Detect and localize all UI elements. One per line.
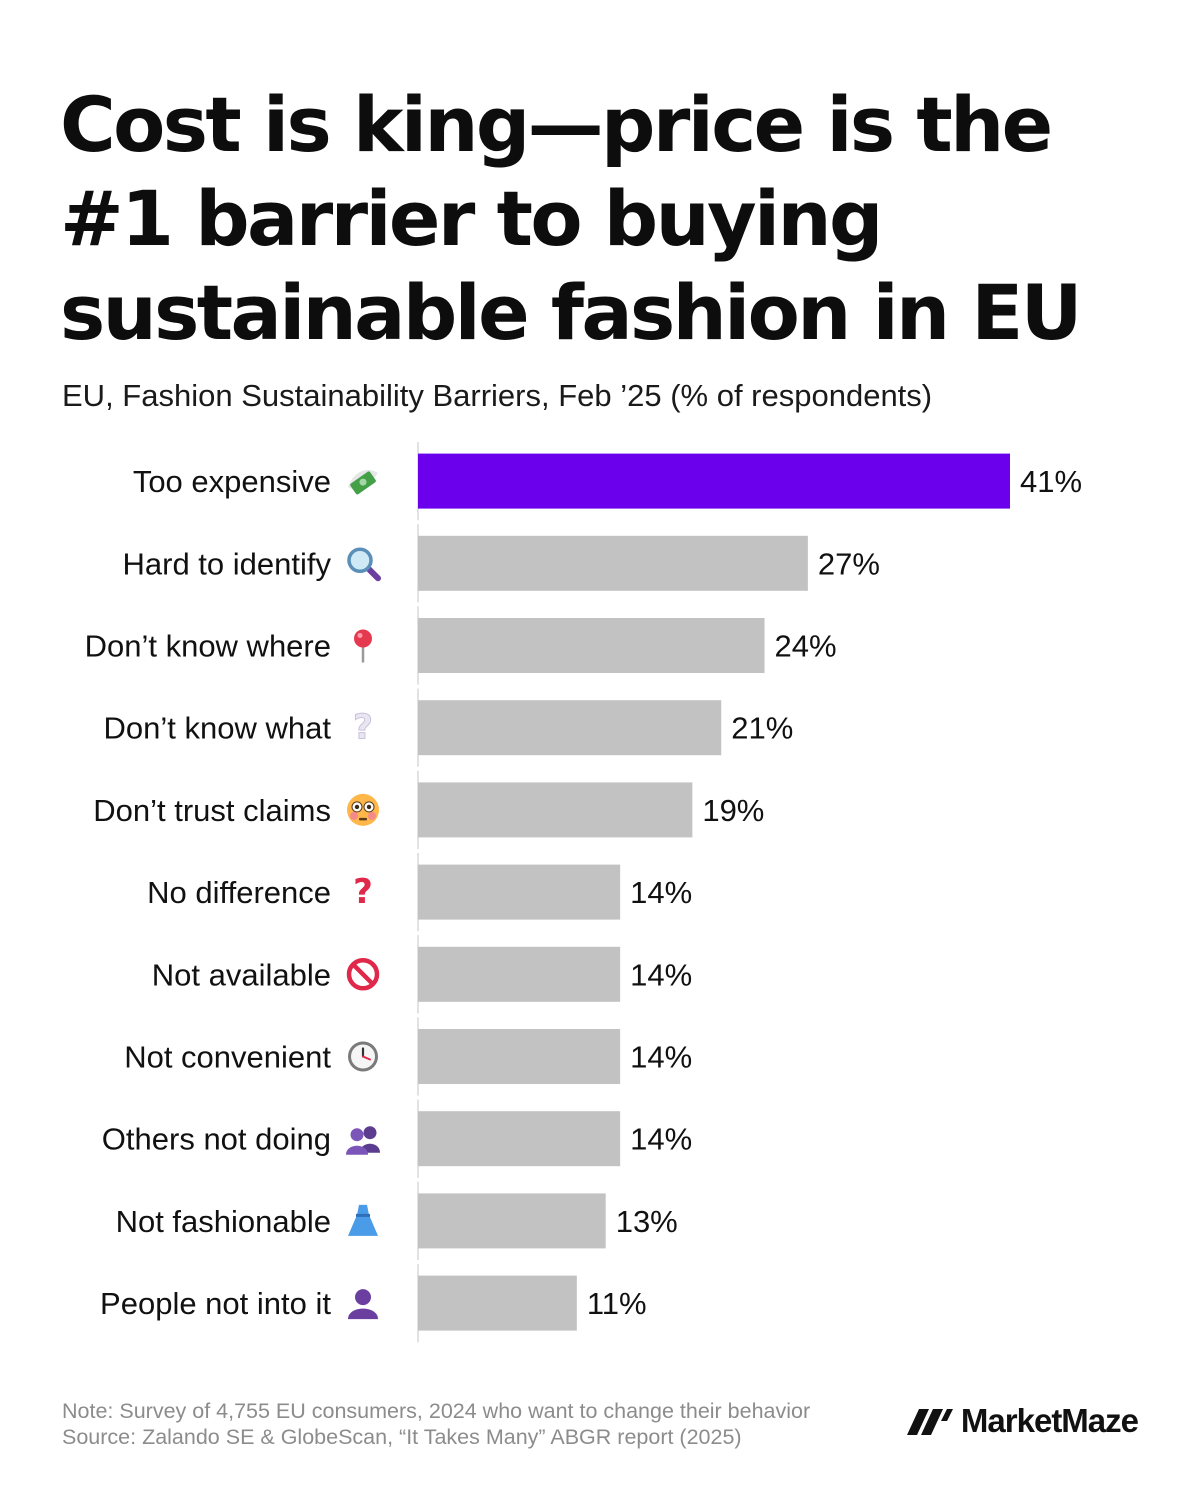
bar-3 — [418, 618, 765, 673]
brand-name: MarketMaze — [960, 1402, 1139, 1439]
category-label: Not convenient — [124, 1040, 331, 1075]
bar-5 — [418, 782, 693, 838]
value-label: 14% — [630, 1040, 692, 1075]
category-label: Not available — [152, 957, 331, 992]
value-label: 11% — [587, 1286, 647, 1321]
value-label: 19% — [702, 793, 764, 828]
brand: MarketMaze — [906, 1402, 1139, 1440]
value-label: 14% — [630, 1122, 692, 1157]
dress-icon — [348, 1204, 378, 1236]
svg-text:?: ? — [353, 708, 373, 748]
value-label: 24% — [775, 629, 837, 664]
prohibited-icon — [346, 958, 380, 991]
value-label: 27% — [818, 546, 880, 581]
bar-chart: Too expensive 41% Hard to identify 27% Don’t… — [85, 442, 1082, 1343]
value-label: 41% — [1020, 464, 1082, 499]
value-label: 14% — [630, 875, 692, 910]
magnifying-glass-icon — [347, 547, 381, 582]
busts-icon — [346, 1126, 380, 1155]
footnote-source: Source: Zalando SE & GlobeScan, “It Take… — [62, 1425, 742, 1449]
clock-icon — [348, 1041, 378, 1072]
flushed-face-icon — [347, 793, 379, 826]
category-label: Not fashionable — [116, 1204, 331, 1239]
category-label: Don’t know where — [85, 629, 331, 664]
value-label: 21% — [731, 711, 793, 746]
marketmaze-logo-icon — [906, 1409, 953, 1435]
bar-9 — [418, 1111, 621, 1167]
category-label: Don’t know what — [104, 711, 332, 746]
value-label: 14% — [630, 957, 692, 992]
bar-8 — [418, 1029, 621, 1084]
footnote: Note: Survey of 4,755 EU consumers, 2024… — [62, 1398, 810, 1450]
category-label: Hard to identify — [123, 546, 332, 581]
pushpin-icon — [354, 629, 372, 663]
chart-subtitle: EU, Fashion Sustainability Barriers, Feb… — [62, 378, 933, 413]
svg-text:?: ? — [353, 872, 373, 912]
bar-6 — [418, 864, 621, 920]
value-label: 13% — [616, 1204, 678, 1239]
category-label: Too expensive — [133, 464, 331, 499]
category-label: Others not doing — [102, 1122, 331, 1157]
bar-4 — [418, 700, 722, 756]
category-label: Don’t trust claims — [93, 793, 331, 828]
title-line-2: #1 barrier to buying — [60, 174, 883, 263]
footnote-note: Note: Survey of 4,755 EU consumers, 2024… — [62, 1399, 811, 1423]
bar-7 — [418, 946, 621, 1002]
bar-1 — [418, 453, 1010, 509]
bar-10 — [418, 1193, 606, 1249]
bar-11 — [418, 1275, 577, 1331]
money-with-wings-icon — [348, 470, 378, 495]
red-question-icon: ? — [353, 872, 373, 912]
white-question-icon: ? — [353, 707, 374, 748]
page-title: Cost is king—price is the #1 barrier to … — [60, 78, 1160, 360]
category-label: No difference — [147, 875, 331, 910]
bar-2 — [418, 535, 808, 591]
category-label: People not into it — [100, 1286, 331, 1321]
bust-icon — [348, 1289, 378, 1320]
title-line-3: sustainable fashion in EU — [60, 268, 1082, 357]
title-line-1: Cost is king—price is the — [60, 80, 1053, 169]
